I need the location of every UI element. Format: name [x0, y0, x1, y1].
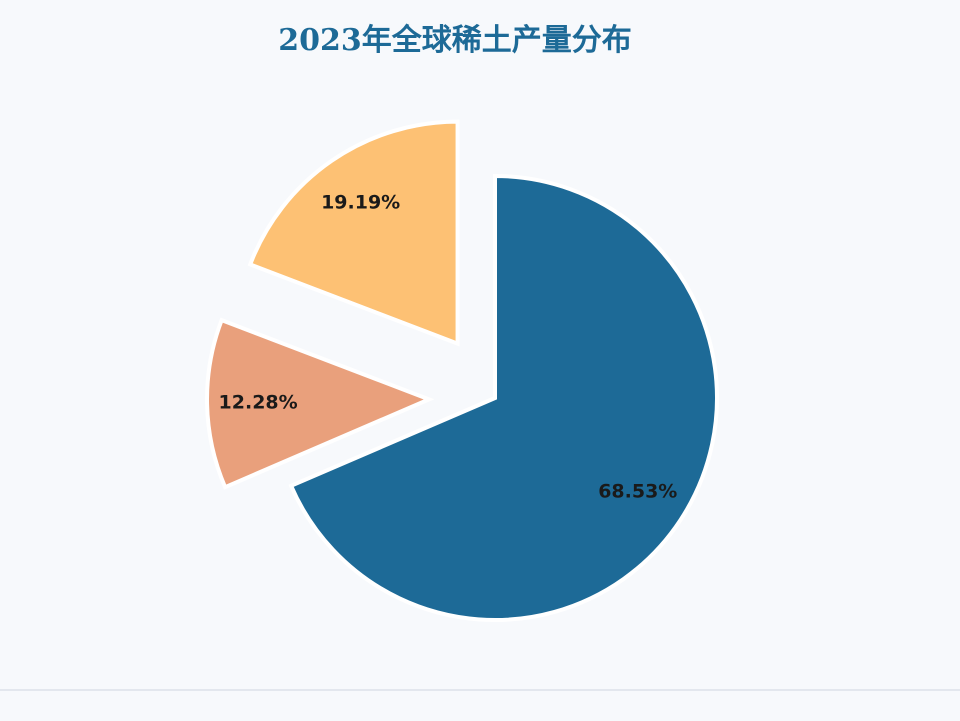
- value-label: 19.19%: [321, 191, 400, 213]
- chart-title: 2023年全球稀土产量分布: [278, 23, 632, 58]
- pie-slice: [205, 317, 435, 490]
- value-label: 68.53%: [598, 480, 677, 502]
- pie-slice: [247, 119, 460, 347]
- pie-slice: [288, 173, 719, 622]
- value-label: 12.28%: [219, 391, 298, 413]
